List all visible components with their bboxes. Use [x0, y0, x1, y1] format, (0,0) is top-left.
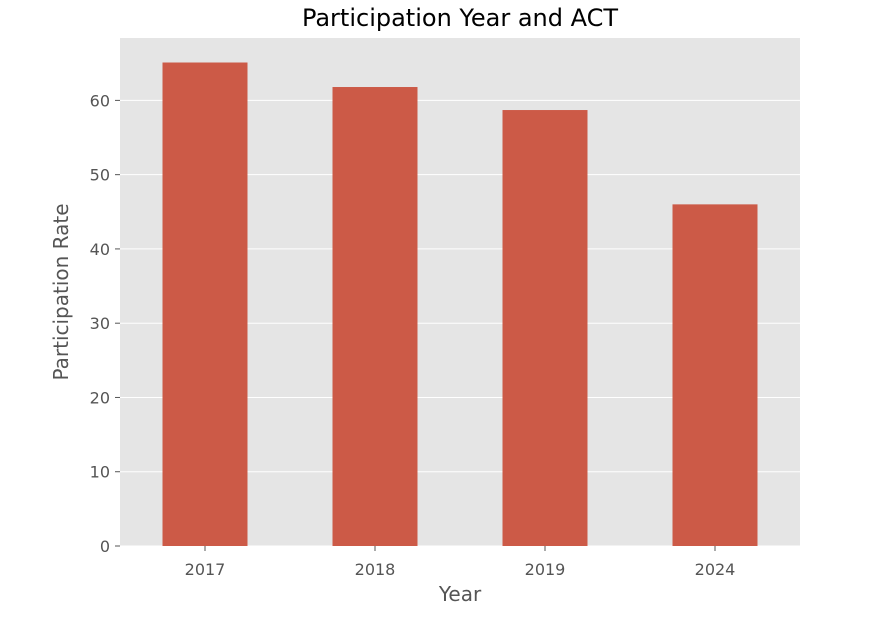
y-tick-label: 60: [90, 91, 110, 110]
bar-2017: [162, 62, 248, 546]
bars: [162, 62, 758, 546]
y-tick-label: 20: [90, 388, 110, 407]
bar-2024: [672, 204, 758, 546]
bar-2019: [502, 110, 588, 546]
x-tick-label: 2017: [185, 560, 226, 579]
y-axis-label: Participation Rate: [49, 203, 73, 380]
x-axis-ticks: 2017 2018 2019 2024: [185, 546, 736, 579]
y-tick-label: 0: [100, 537, 110, 556]
y-axis-ticks: 0 10 20 30 40 50 60: [90, 91, 120, 556]
y-tick-label: 50: [90, 166, 110, 185]
x-tick-label: 2018: [355, 560, 396, 579]
bar-2018: [332, 87, 418, 546]
y-tick-label: 30: [90, 314, 110, 333]
x-axis-label: Year: [438, 582, 482, 606]
y-tick-label: 40: [90, 240, 110, 259]
y-tick-label: 10: [90, 463, 110, 482]
x-tick-label: 2019: [525, 560, 566, 579]
x-tick-label: 2024: [695, 560, 736, 579]
chart-title: Participation Year and ACT: [302, 4, 618, 32]
